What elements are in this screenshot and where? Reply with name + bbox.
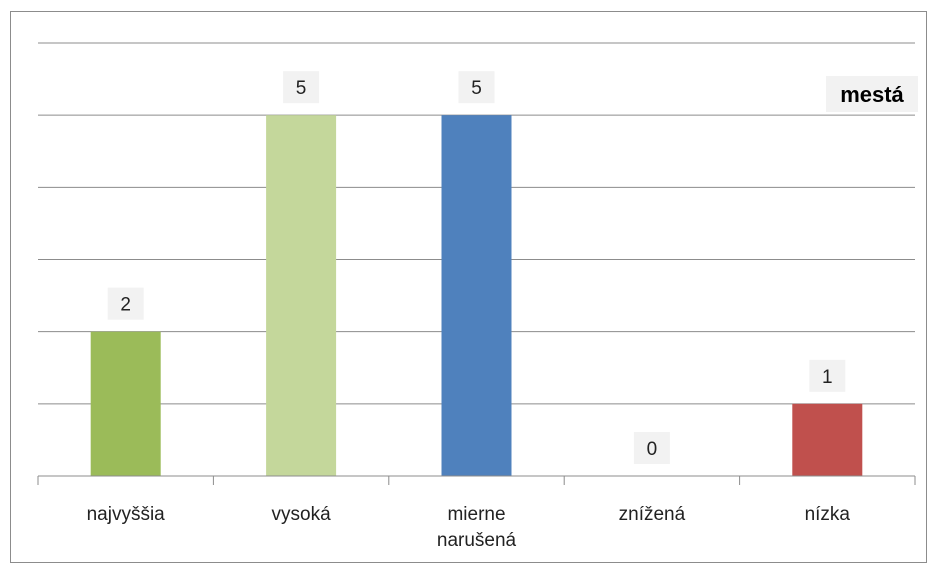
data-label-text: 5 [296, 78, 307, 99]
data-label-bg [458, 71, 495, 104]
bar [792, 403, 863, 476]
bar [266, 115, 337, 477]
bars [90, 115, 863, 477]
data-label: 2 [107, 287, 144, 320]
data-label-text: 5 [471, 78, 482, 99]
data-label-bg [283, 71, 320, 104]
bar [441, 115, 512, 477]
x-tick-label: vysoká [272, 504, 332, 525]
data-label-text: 2 [120, 295, 131, 316]
data-label: 5 [458, 71, 495, 104]
x-tick-label: mierne narušená [437, 504, 517, 551]
data-label: 1 [809, 359, 846, 392]
data-label-text: 0 [647, 439, 658, 460]
data-label-text: 1 [822, 367, 833, 388]
x-axis: najvyššia vysoká mierne narušená znížená nízk… [37, 475, 916, 551]
data-label-bg [107, 287, 144, 320]
data-labels: 2 5 5 0 1 [107, 71, 846, 464]
data-label: 5 [283, 71, 320, 104]
x-tick-label: nízka [805, 504, 851, 525]
x-tick-label: najvyššia [87, 504, 166, 525]
legend: mestá [826, 76, 918, 112]
legend-box [826, 76, 918, 112]
legend-entry: mestá [840, 82, 904, 107]
data-label: 0 [633, 432, 670, 464]
x-tick-label: znížená [619, 504, 686, 525]
data-label-bg [809, 359, 846, 392]
bar [90, 331, 161, 476]
data-label-bg [633, 432, 670, 464]
